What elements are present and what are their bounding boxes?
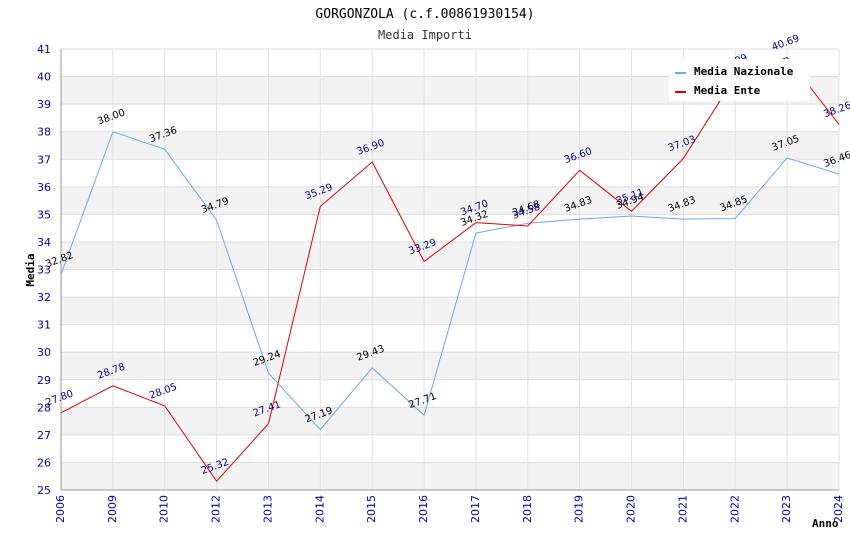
y-tick-label: 41: [37, 43, 51, 56]
y-tick-label: 33: [37, 264, 51, 277]
grid-band-26: [61, 434, 839, 463]
legend-label-media-ente: Media Ente: [694, 84, 761, 97]
x-tick-label: 2019: [573, 495, 586, 523]
x-tick-label: 2022: [728, 495, 741, 523]
y-axis-label: Media: [24, 253, 37, 286]
x-tick-label: 2018: [521, 495, 534, 523]
grid-band-25: [61, 462, 839, 490]
legend-label-media-nazionale: Media Nazionale: [694, 65, 794, 78]
x-tick-label: 2016: [417, 495, 430, 523]
grid-band-28: [61, 379, 839, 408]
grid-band-32: [61, 269, 839, 298]
x-tick-label: 2015: [365, 495, 378, 523]
y-tick-label: 39: [37, 98, 51, 111]
y-tick-label: 37: [37, 153, 51, 166]
y-tick-label: 28: [37, 401, 51, 414]
x-tick-label: 2023: [780, 495, 793, 523]
y-tick-label: 26: [37, 456, 51, 469]
legend: Media Nazionale Media Ente: [669, 59, 810, 101]
x-axis-label: Anno: [812, 517, 839, 530]
grid-band-36: [61, 159, 839, 187]
x-tick-label: 2014: [313, 495, 326, 523]
y-tick-label: 31: [37, 319, 51, 332]
y-tick-label: 40: [37, 71, 51, 84]
y-tick-label: 38: [37, 126, 51, 139]
chart-title: GORGONZOLA (c.f.00861930154): [315, 7, 534, 22]
x-tick-label: 2017: [469, 495, 482, 523]
x-tick-label: 2020: [625, 495, 638, 523]
grid-band-29: [61, 352, 839, 380]
legend-box: [669, 59, 810, 101]
x-tick-labels: 2006 2009 2010 2012 2013 2014 2015 2016 2017 2018…: [54, 495, 845, 523]
series-line-media-ente: [60, 56, 840, 483]
x-tick-label: 2021: [676, 495, 689, 523]
y-tick-label: 35: [37, 208, 51, 221]
y-tick-label: 30: [37, 346, 51, 359]
y-tick-label: 36: [37, 181, 51, 194]
chart-subtitle: Media Importi: [378, 28, 472, 42]
x-tick-label: 2009: [106, 495, 119, 523]
grid-band-31: [61, 297, 839, 325]
y-tick-label: 27: [37, 429, 51, 442]
series-lines: [60, 56, 840, 483]
x-tick-label: 2013: [261, 495, 274, 523]
grid-band-27: [61, 407, 839, 435]
x-tick-label: 2010: [158, 495, 171, 523]
grid-bands: [61, 49, 839, 490]
grid-band-35: [61, 186, 839, 215]
grid-band-33: [61, 241, 839, 270]
grid-band-30: [61, 324, 839, 353]
y-tick-label: 29: [37, 374, 51, 387]
x-tick-label: 2006: [54, 495, 67, 523]
series-line-media-nazionale: [60, 131, 840, 431]
y-tick-label: 32: [37, 291, 51, 304]
y-tick-labels: 25 26 27 28 29 30 31 32 33 34 35 36 37 38 39 40 41: [37, 43, 51, 497]
grid-band-37: [61, 131, 839, 160]
x-tick-label: 2024: [832, 495, 845, 523]
gridlines: [60, 48, 840, 491]
y-tick-label: 25: [37, 484, 51, 497]
x-tick-label: 2012: [210, 495, 223, 523]
grid-band-38: [61, 104, 839, 132]
y-tick-label: 34: [37, 236, 51, 249]
